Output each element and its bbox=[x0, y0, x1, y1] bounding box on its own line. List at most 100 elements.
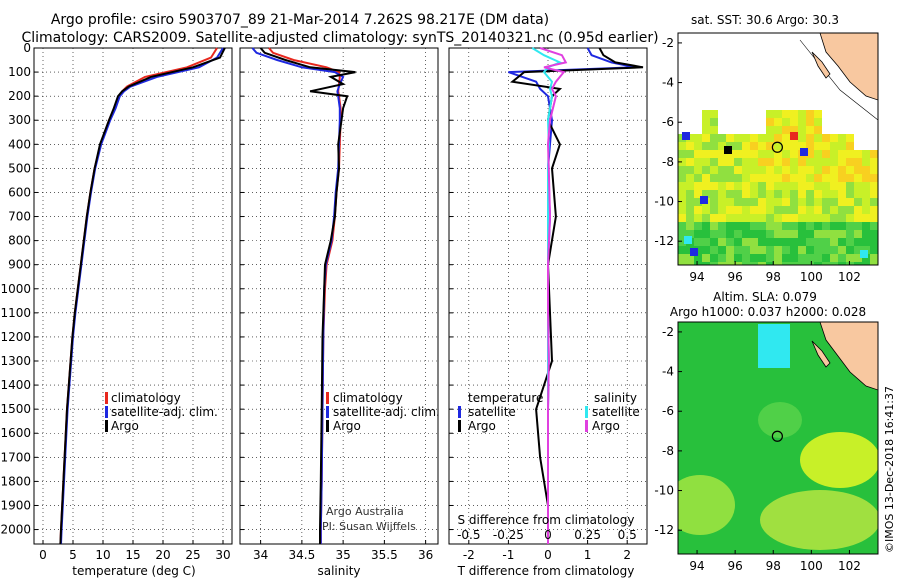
sst-cell bbox=[710, 214, 718, 222]
sst-cell bbox=[678, 238, 686, 246]
sst-cell bbox=[694, 174, 702, 182]
depth-tick-label: 600 bbox=[8, 185, 31, 199]
sla-argo-position-marker bbox=[771, 430, 783, 442]
sst-cell bbox=[870, 238, 878, 246]
sst-cell bbox=[790, 198, 798, 206]
sst-cell bbox=[814, 262, 822, 265]
sst-cell bbox=[814, 230, 822, 238]
x-tick-label: 36 bbox=[418, 548, 433, 562]
depth-tick-label: 1300 bbox=[0, 354, 31, 368]
sst-cell bbox=[846, 142, 854, 150]
sst-cell bbox=[750, 166, 758, 174]
sst-cell bbox=[814, 198, 822, 206]
depth-tick-label: 1800 bbox=[0, 474, 31, 488]
sst-cell bbox=[718, 134, 726, 142]
difference-x-ticks: -2 -1 0 1 2 bbox=[463, 540, 631, 562]
sst-cell bbox=[846, 254, 854, 262]
sst-cell bbox=[774, 246, 782, 254]
sst-cell bbox=[726, 174, 734, 182]
sst-cell bbox=[782, 222, 790, 230]
x-tick-label: 34.5 bbox=[289, 548, 316, 562]
depth-tick-label: 2000 bbox=[0, 523, 31, 537]
sst-cell bbox=[678, 182, 686, 190]
sst-cell bbox=[798, 182, 806, 190]
figure-title-line1: Argo profile: csiro 5903707_89 21-Mar-20… bbox=[51, 12, 549, 28]
sst-cell bbox=[750, 190, 758, 198]
sst-cell bbox=[718, 174, 726, 182]
sst-cell bbox=[734, 254, 742, 262]
sst-cell bbox=[694, 166, 702, 174]
sst-cell bbox=[734, 134, 742, 142]
sst-cell bbox=[790, 118, 798, 126]
island-chain bbox=[811, 340, 831, 368]
sst-cell bbox=[710, 118, 718, 126]
sst-cell bbox=[790, 238, 798, 246]
sst-cell bbox=[758, 262, 766, 265]
sst-cell bbox=[790, 262, 798, 265]
x-tick-label: -1 bbox=[502, 548, 514, 562]
sst-map-y-ticks: -2 -4 -6 -8 -10 -12 bbox=[654, 36, 682, 248]
legend-mark-climatology bbox=[105, 392, 108, 404]
sst-cell bbox=[838, 214, 846, 222]
sst-cell bbox=[702, 142, 710, 150]
depth-tick-label: 800 bbox=[8, 234, 31, 248]
sst-cell bbox=[742, 198, 750, 206]
legend-salinity-title: salinity bbox=[594, 391, 637, 405]
sst-cell bbox=[694, 222, 702, 230]
sst-cell bbox=[678, 222, 686, 230]
temperature-legend: climatology satellite-adj. clim. Argo bbox=[105, 391, 218, 433]
legend-s-satellite: satellite bbox=[592, 405, 640, 419]
sst-cell bbox=[686, 190, 694, 198]
sst-cell bbox=[766, 262, 774, 265]
sst-cell bbox=[782, 174, 790, 182]
sst-cell bbox=[686, 174, 694, 182]
sst-cell bbox=[734, 198, 742, 206]
sst-cell bbox=[790, 174, 798, 182]
difference-xlabel-top: S difference from climatology bbox=[458, 513, 635, 527]
sst-cell bbox=[798, 158, 806, 166]
sst-cell bbox=[694, 158, 702, 166]
sst-cell bbox=[758, 182, 766, 190]
sst-cell bbox=[726, 190, 734, 198]
sst-cell bbox=[862, 238, 870, 246]
sst-argo-position-marker bbox=[771, 141, 783, 153]
sst-cell bbox=[694, 206, 702, 214]
sst-cell bbox=[782, 254, 790, 262]
sst-cell bbox=[830, 150, 838, 158]
sst-cell bbox=[702, 150, 710, 158]
sst-cell bbox=[790, 230, 798, 238]
sst-cell bbox=[862, 262, 870, 265]
sst-cell bbox=[694, 142, 702, 150]
sst-cell bbox=[750, 142, 758, 150]
series-argo bbox=[259, 47, 356, 544]
sst-cell bbox=[766, 158, 774, 166]
sst-cell bbox=[742, 254, 750, 262]
sst-cell bbox=[758, 206, 766, 214]
difference-legend: temperature satellite Argo salinity sate… bbox=[458, 391, 640, 433]
sst-cell bbox=[870, 150, 878, 158]
sst-cell bbox=[710, 174, 718, 182]
sst-cell bbox=[814, 214, 822, 222]
sst-cell bbox=[838, 198, 846, 206]
sst-cell bbox=[870, 174, 878, 182]
sst-cell bbox=[854, 246, 862, 254]
sst-cell bbox=[790, 190, 798, 198]
sst-cell bbox=[790, 254, 798, 262]
sst-cell bbox=[702, 182, 710, 190]
sst-cell bbox=[686, 222, 694, 230]
sst-cell bbox=[838, 134, 846, 142]
sst-cell bbox=[702, 134, 710, 142]
temperature-lines bbox=[59, 47, 226, 545]
sst-cell bbox=[830, 214, 838, 222]
sst-cell bbox=[742, 182, 750, 190]
sst-cell bbox=[846, 230, 854, 238]
imos-watermark: ©IMOS 13-Dec-2018 16:41:37 bbox=[883, 386, 896, 553]
sst-cell bbox=[718, 158, 726, 166]
x-tick-label: -2 bbox=[463, 548, 475, 562]
sst-cell bbox=[694, 198, 702, 206]
sst-cell bbox=[814, 150, 822, 158]
sst-cell bbox=[854, 150, 862, 158]
legend-mark-satellite bbox=[326, 406, 329, 418]
sst-cell bbox=[814, 222, 822, 230]
sst-cell bbox=[694, 134, 702, 142]
